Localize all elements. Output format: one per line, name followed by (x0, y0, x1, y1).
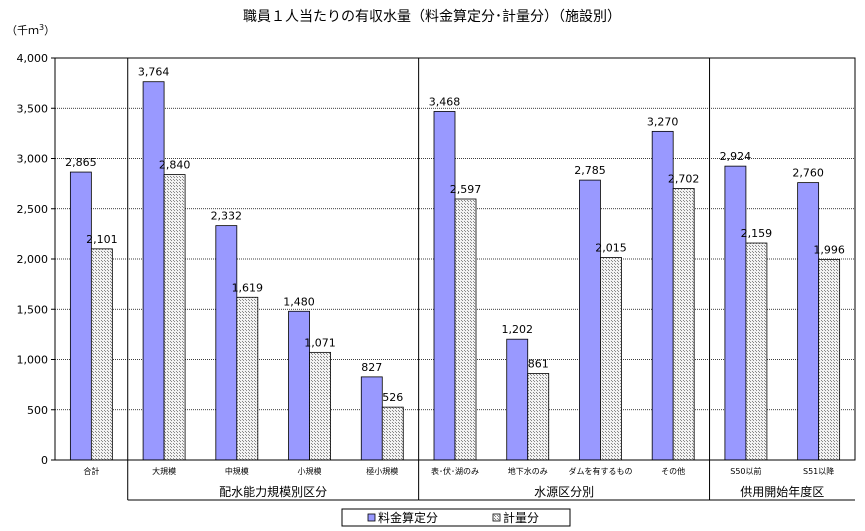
data-label: 2,015 (595, 241, 627, 254)
category-label: 小規模 (298, 466, 322, 476)
bar-metered (163, 174, 186, 461)
plot-border (54, 57, 856, 461)
bar-metered (818, 259, 841, 461)
category-label: 地下水のみ (508, 466, 548, 476)
category-labels: 合計 大規模 中規模 小規模 極小規模 表･伏･湖のみ 地下水のみ ダムを有するもの その他 S5… (83, 466, 834, 476)
group-labels: 配水能力規模別区分 水源区分別 供用開始年度区 (219, 484, 824, 499)
data-label: 1,996 (813, 243, 845, 256)
data-label: 1,202 (501, 323, 533, 336)
y-axis-ticks: 0 500 1,000 1,500 2,000 2,500 3,000 3,500 4,000 (17, 52, 55, 467)
bar-fee (724, 165, 747, 461)
category-label: 極小規模 (366, 466, 398, 476)
data-label: 2,840 (159, 159, 191, 172)
data-label: 861 (528, 357, 549, 370)
data-label: 2,159 (741, 227, 773, 240)
group-label: 供用開始年度区 (740, 484, 824, 499)
category-label: 大規模 (152, 466, 176, 476)
bar-fee (142, 81, 165, 461)
y-tick-label: 2,500 (17, 203, 49, 216)
bar-fee (69, 171, 92, 461)
data-label: 1,619 (232, 281, 264, 294)
y-tick-label: 3,500 (17, 102, 49, 115)
data-label: 827 (361, 361, 382, 374)
legend-swatch-fee (367, 513, 376, 522)
category-label: 表･伏･湖のみ (431, 466, 479, 476)
bars (69, 81, 841, 461)
data-label: 2,924 (720, 150, 752, 163)
y-axis-unit: （千ｍ3） (6, 23, 55, 37)
y-tick-label: 3,000 (17, 153, 49, 166)
category-label: S51以降 (803, 466, 834, 476)
y-axis-unit-superscript: 3 (39, 23, 44, 32)
data-label: 3,270 (647, 115, 679, 128)
category-label: ダムを有するもの (568, 466, 632, 476)
bar-metered (672, 188, 695, 461)
legend-label-fee: 料金算定分 (378, 510, 438, 525)
category-label: S50以前 (730, 466, 761, 476)
y-tick-label: 2,000 (17, 253, 49, 266)
data-label: 2,785 (574, 164, 606, 177)
data-label: 3,764 (138, 66, 170, 79)
chart-title: 職員１人当たりの有収水量（料金算定分･計量分）（施設別） (243, 9, 621, 25)
bar-metered (745, 242, 768, 461)
bar-fee (579, 179, 601, 461)
bar-metered (454, 198, 477, 461)
data-label: 2,332 (211, 210, 243, 223)
y-tick-label: 1,500 (17, 303, 49, 316)
data-label: 3,468 (429, 95, 461, 108)
bar-fee (433, 111, 456, 461)
category-label: 合計 (83, 466, 99, 476)
category-label: 中規模 (225, 466, 249, 476)
y-tick-label: 4,000 (17, 52, 49, 65)
bar-metered (600, 257, 622, 461)
legend: 料金算定分 計量分 (341, 508, 571, 527)
data-label: 2,702 (668, 172, 700, 185)
data-label: 2,101 (86, 233, 118, 246)
bar-metered (381, 406, 404, 461)
y-axis-unit-close: ） (44, 24, 55, 37)
plot-frame (54, 57, 856, 461)
y-tick-label: 1,000 (17, 354, 49, 367)
y-tick-label: 0 (41, 454, 48, 467)
bar-fee (506, 338, 529, 461)
bar-metered (236, 296, 259, 461)
data-label: 2,760 (792, 167, 824, 180)
legend-box (341, 508, 571, 527)
bar-fee (288, 310, 310, 461)
group-label: 水源区分別 (534, 485, 594, 499)
group-dividers (127, 58, 855, 501)
bar-metered (527, 373, 550, 461)
data-labels: 2,865 2,101 3,764 2,840 2,332 1,619 1,480 1,071… (65, 66, 845, 404)
bar-metered (90, 248, 113, 461)
data-label: 1,480 (283, 295, 315, 308)
data-label: 2,597 (450, 183, 482, 196)
legend-swatch-metered (492, 513, 501, 522)
y-tick-label: 500 (27, 404, 48, 417)
data-label: 2,865 (65, 156, 97, 169)
bar-metered (309, 351, 331, 461)
data-label: 526 (382, 391, 403, 404)
category-label: その他 (661, 466, 685, 476)
data-label: 1,071 (304, 336, 336, 349)
bar-fee (797, 182, 820, 461)
bar-fee (215, 225, 238, 461)
bar-fee (360, 376, 383, 461)
legend-label-metered: 計量分 (503, 510, 539, 525)
y-axis-unit-text: （千ｍ (6, 24, 39, 37)
group-label: 配水能力規模別区分 (219, 484, 327, 499)
